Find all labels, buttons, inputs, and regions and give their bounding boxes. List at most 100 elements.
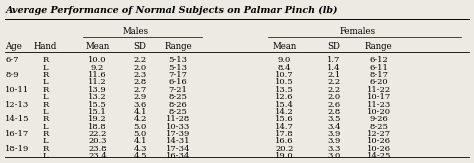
Text: 7-17: 7-17 (168, 71, 187, 79)
Text: 9.2: 9.2 (91, 64, 104, 72)
Text: 19.2: 19.2 (88, 115, 107, 123)
Text: 17-34: 17-34 (166, 145, 190, 153)
Text: 10.7: 10.7 (275, 71, 293, 79)
Text: 11-28: 11-28 (166, 115, 190, 123)
Text: 1.7: 1.7 (327, 56, 341, 64)
Text: 13.2: 13.2 (88, 93, 107, 101)
Text: 9-26: 9-26 (369, 115, 388, 123)
Text: 17-39: 17-39 (166, 130, 190, 138)
Text: 12-13: 12-13 (5, 101, 30, 109)
Text: 8-25: 8-25 (168, 93, 187, 101)
Text: 6-16: 6-16 (169, 79, 187, 87)
Text: Hand: Hand (34, 42, 57, 51)
Text: 14.7: 14.7 (275, 123, 294, 131)
Text: 8-9: 8-9 (5, 71, 19, 79)
Text: 14-25: 14-25 (366, 152, 391, 160)
Text: R: R (43, 145, 49, 153)
Text: 8.4: 8.4 (277, 64, 291, 72)
Text: 23.4: 23.4 (88, 152, 107, 160)
Text: 2.0: 2.0 (328, 93, 340, 101)
Text: 3.4: 3.4 (327, 123, 341, 131)
Text: 22.2: 22.2 (88, 130, 107, 138)
Text: 13.5: 13.5 (275, 86, 293, 94)
Text: 23.8: 23.8 (88, 145, 107, 153)
Text: 10-26: 10-26 (367, 137, 391, 145)
Text: 10-17: 10-17 (367, 93, 391, 101)
Text: 14-31: 14-31 (166, 137, 190, 145)
Text: 10-33: 10-33 (166, 123, 190, 131)
Text: L: L (43, 108, 48, 116)
Text: 3.5: 3.5 (327, 115, 341, 123)
Text: R: R (43, 101, 49, 109)
Text: 11-23: 11-23 (367, 101, 391, 109)
Text: R: R (43, 56, 49, 64)
Text: 4.1: 4.1 (133, 108, 147, 116)
Text: 3.6: 3.6 (134, 101, 147, 109)
Text: 2.7: 2.7 (134, 86, 147, 94)
Text: 2.0: 2.0 (134, 64, 146, 72)
Text: 6-7: 6-7 (5, 56, 19, 64)
Text: 3.0: 3.0 (327, 152, 340, 160)
Text: Range: Range (164, 42, 192, 51)
Text: 2.8: 2.8 (134, 79, 147, 87)
Text: 5-13: 5-13 (168, 56, 187, 64)
Text: SD: SD (328, 42, 340, 51)
Text: Range: Range (365, 42, 392, 51)
Text: Mean: Mean (272, 42, 296, 51)
Text: 5.0: 5.0 (134, 123, 147, 131)
Text: 9.0: 9.0 (278, 56, 291, 64)
Text: 10.0: 10.0 (88, 56, 107, 64)
Text: 2.3: 2.3 (134, 71, 147, 79)
Text: 8-25: 8-25 (168, 108, 187, 116)
Text: 7-21: 7-21 (168, 86, 187, 94)
Text: Males: Males (122, 27, 148, 36)
Text: Mean: Mean (85, 42, 109, 51)
Text: 10-26: 10-26 (367, 145, 391, 153)
Text: 3.9: 3.9 (327, 137, 341, 145)
Text: R: R (43, 71, 49, 79)
Text: 10.5: 10.5 (275, 79, 293, 87)
Text: 2.1: 2.1 (327, 71, 340, 79)
Text: 2.2: 2.2 (134, 56, 146, 64)
Text: 11.6: 11.6 (88, 71, 107, 79)
Text: 2.6: 2.6 (328, 101, 340, 109)
Text: 18.8: 18.8 (88, 123, 107, 131)
Text: 15.4: 15.4 (275, 101, 294, 109)
Text: 14.2: 14.2 (275, 108, 293, 116)
Text: 6-20: 6-20 (369, 79, 388, 87)
Text: 12.6: 12.6 (275, 93, 293, 101)
Text: 16.6: 16.6 (275, 137, 293, 145)
Text: 3.9: 3.9 (327, 130, 341, 138)
Text: 15.5: 15.5 (88, 101, 107, 109)
Text: 2.9: 2.9 (134, 93, 147, 101)
Text: 4.5: 4.5 (133, 152, 147, 160)
Text: 20.2: 20.2 (275, 145, 293, 153)
Text: 10-20: 10-20 (367, 108, 391, 116)
Text: 19.0: 19.0 (275, 152, 293, 160)
Text: L: L (43, 79, 48, 87)
Text: 5-13: 5-13 (168, 64, 187, 72)
Text: Females: Females (339, 27, 375, 36)
Text: L: L (43, 152, 48, 160)
Text: 16-34: 16-34 (166, 152, 190, 160)
Text: 8-25: 8-25 (369, 123, 388, 131)
Text: 12-27: 12-27 (367, 130, 391, 138)
Text: 10-11: 10-11 (5, 86, 30, 94)
Text: 4.3: 4.3 (133, 145, 147, 153)
Text: 8-26: 8-26 (169, 101, 187, 109)
Text: 2.2: 2.2 (328, 79, 340, 87)
Text: 1.4: 1.4 (327, 64, 341, 72)
Text: SD: SD (134, 42, 146, 51)
Text: 3.3: 3.3 (327, 145, 341, 153)
Text: R: R (43, 86, 49, 94)
Text: 8-17: 8-17 (369, 71, 388, 79)
Text: Average Performance of Normal Subjects on Palmar Pinch (lb): Average Performance of Normal Subjects o… (5, 6, 338, 15)
Text: L: L (43, 93, 48, 101)
Text: 17.8: 17.8 (275, 130, 293, 138)
Text: Age: Age (5, 42, 22, 51)
Text: L: L (43, 123, 48, 131)
Text: 4.1: 4.1 (133, 137, 147, 145)
Text: R: R (43, 115, 49, 123)
Text: 16-17: 16-17 (5, 130, 30, 138)
Text: 6-12: 6-12 (369, 56, 388, 64)
